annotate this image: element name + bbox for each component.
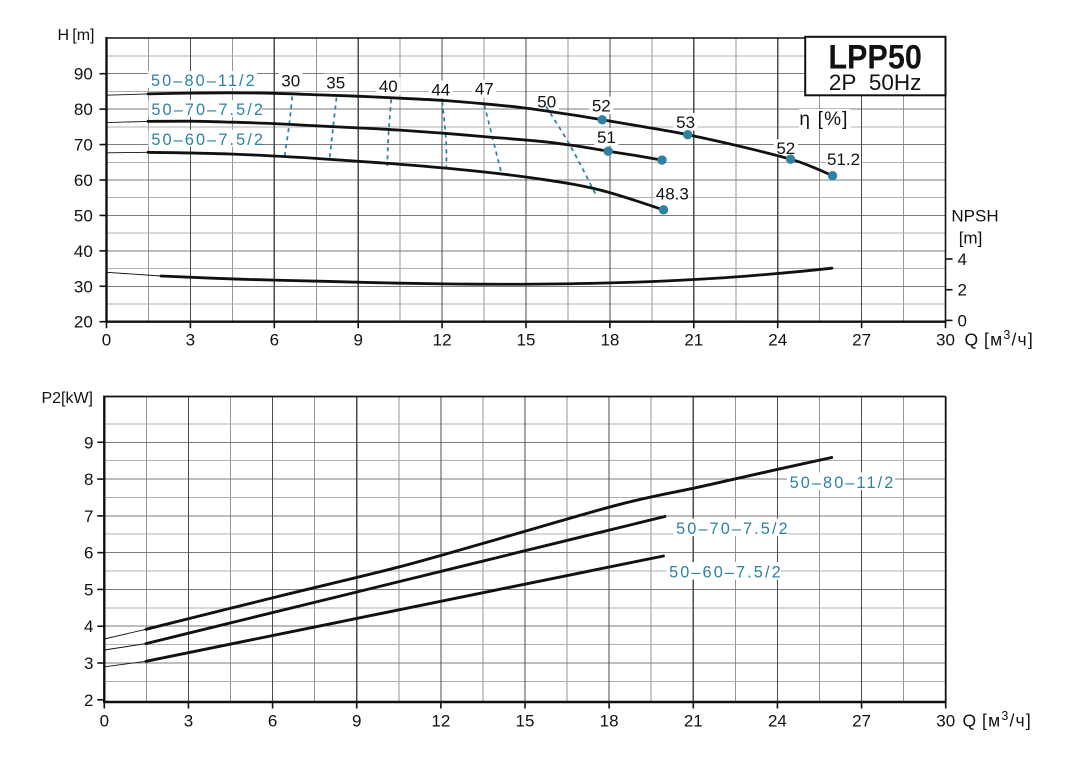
svg-text:6: 6 [270,331,279,350]
svg-text:3: 3 [186,331,195,350]
svg-text:3: 3 [184,712,193,731]
svg-text:30: 30 [936,712,955,731]
svg-text:[m]: [m] [959,229,983,248]
svg-text:50–80–11/2: 50–80–11/2 [151,72,257,90]
svg-text:30: 30 [936,331,955,350]
svg-text:18: 18 [600,331,619,350]
svg-text:0: 0 [958,311,967,330]
svg-text:0: 0 [102,331,111,350]
svg-text:6: 6 [268,712,277,731]
svg-text:15: 15 [517,331,536,350]
svg-text:47: 47 [475,80,494,99]
svg-text:6: 6 [84,544,93,563]
svg-text:20: 20 [74,313,93,332]
svg-text:12: 12 [431,712,450,731]
svg-text:51: 51 [597,128,616,147]
svg-text:12: 12 [433,331,452,350]
svg-text:50: 50 [74,206,93,225]
svg-text:P2[kW]: P2[kW] [41,390,93,407]
svg-text:15: 15 [516,712,535,731]
svg-text:4: 4 [84,617,93,636]
svg-text:52: 52 [776,139,795,158]
svg-text:2: 2 [84,691,93,710]
svg-text:40: 40 [379,77,398,96]
svg-text:2P 50Hz: 2P 50Hz [829,70,922,95]
svg-text:70: 70 [74,136,93,155]
svg-text:52: 52 [592,96,611,115]
svg-text:51.2: 51.2 [827,150,860,169]
svg-text:27: 27 [852,331,871,350]
svg-text:Q [м3/ч]: Q [м3/ч] [963,709,1032,731]
svg-text:44: 44 [431,80,450,99]
svg-text:21: 21 [684,331,703,350]
svg-text:H [m]: H [m] [58,27,95,44]
svg-text:50–80–11/2: 50–80–11/2 [790,474,896,492]
svg-text:24: 24 [768,331,787,350]
svg-text:0: 0 [100,712,109,731]
svg-text:40: 40 [74,242,93,261]
svg-text:30: 30 [281,72,300,91]
svg-text:53: 53 [676,113,695,132]
svg-text:18: 18 [600,712,619,731]
svg-text:30: 30 [74,277,93,296]
svg-text:80: 80 [74,100,93,119]
svg-text:7: 7 [84,507,93,526]
svg-text:24: 24 [768,712,787,731]
svg-text:4: 4 [958,250,967,269]
svg-text:48.3: 48.3 [656,185,689,204]
svg-text:LPP50: LPP50 [828,38,922,76]
svg-text:50: 50 [537,92,556,111]
svg-text:90: 90 [74,65,93,84]
svg-text:60: 60 [74,171,93,190]
svg-text:9: 9 [352,712,361,731]
svg-text:50–70–7.5/2: 50–70–7.5/2 [676,520,790,538]
svg-text:3: 3 [84,654,93,673]
svg-text:η [%]: η [%] [799,109,848,130]
svg-text:5: 5 [84,580,93,599]
svg-text:50–60–7.5/2: 50–60–7.5/2 [669,564,783,582]
svg-text:35: 35 [326,73,345,92]
svg-text:27: 27 [852,712,871,731]
svg-text:50–70–7.5/2: 50–70–7.5/2 [151,101,265,119]
svg-text:9: 9 [84,433,93,452]
svg-text:Q [м3/ч]: Q [м3/ч] [965,328,1034,350]
svg-text:NPSH: NPSH [951,207,998,226]
svg-text:8: 8 [84,470,93,489]
svg-text:21: 21 [684,712,703,731]
svg-text:2: 2 [958,281,967,300]
svg-text:9: 9 [353,331,362,350]
svg-text:50–60–7.5/2: 50–60–7.5/2 [151,131,265,149]
